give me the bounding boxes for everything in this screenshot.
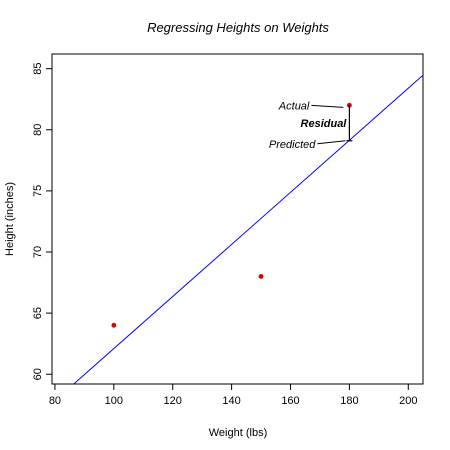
data-point <box>258 274 264 279</box>
plot-frame <box>51 53 424 385</box>
x-tick-label: 200 <box>399 395 417 407</box>
annotation-actual-leader <box>311 104 344 108</box>
x-tick-label: 80 <box>49 395 61 407</box>
y-tick-label: 60 <box>32 368 44 380</box>
series <box>72 74 423 384</box>
plot-box <box>51 53 424 385</box>
y-tick-label: 75 <box>32 185 44 197</box>
x-tick-label: 100 <box>105 395 123 407</box>
regression-line <box>72 74 423 384</box>
y-axis: 60 65 70 75 80 85 <box>32 63 52 380</box>
x-axis: 80 100 120 140 160 180 200 <box>49 384 417 407</box>
x-tick-label: 120 <box>164 395 182 407</box>
annotation-predicted-label: Predicted <box>269 139 316 151</box>
y-tick-label: 80 <box>32 124 44 136</box>
y-tick-label: 65 <box>32 307 44 319</box>
y-axis-label: Height (inches) <box>4 182 16 256</box>
x-axis-label: Weight (lbs) <box>209 427 267 439</box>
y-tick-label: 70 <box>32 246 44 258</box>
annotation-residual-label: Residual <box>301 118 348 130</box>
chart-title: Regressing Heights on Weights <box>147 20 329 35</box>
annotation-predicted-leader <box>317 140 346 145</box>
y-tick-label: 85 <box>32 63 44 75</box>
annotation-actual-label: Actual <box>278 100 310 112</box>
x-tick-label: 180 <box>340 395 358 407</box>
x-tick-label: 160 <box>281 395 299 407</box>
data-point <box>111 322 117 328</box>
annotations: Actual Residual Predicted <box>269 100 353 151</box>
x-tick-label: 140 <box>222 395 240 407</box>
